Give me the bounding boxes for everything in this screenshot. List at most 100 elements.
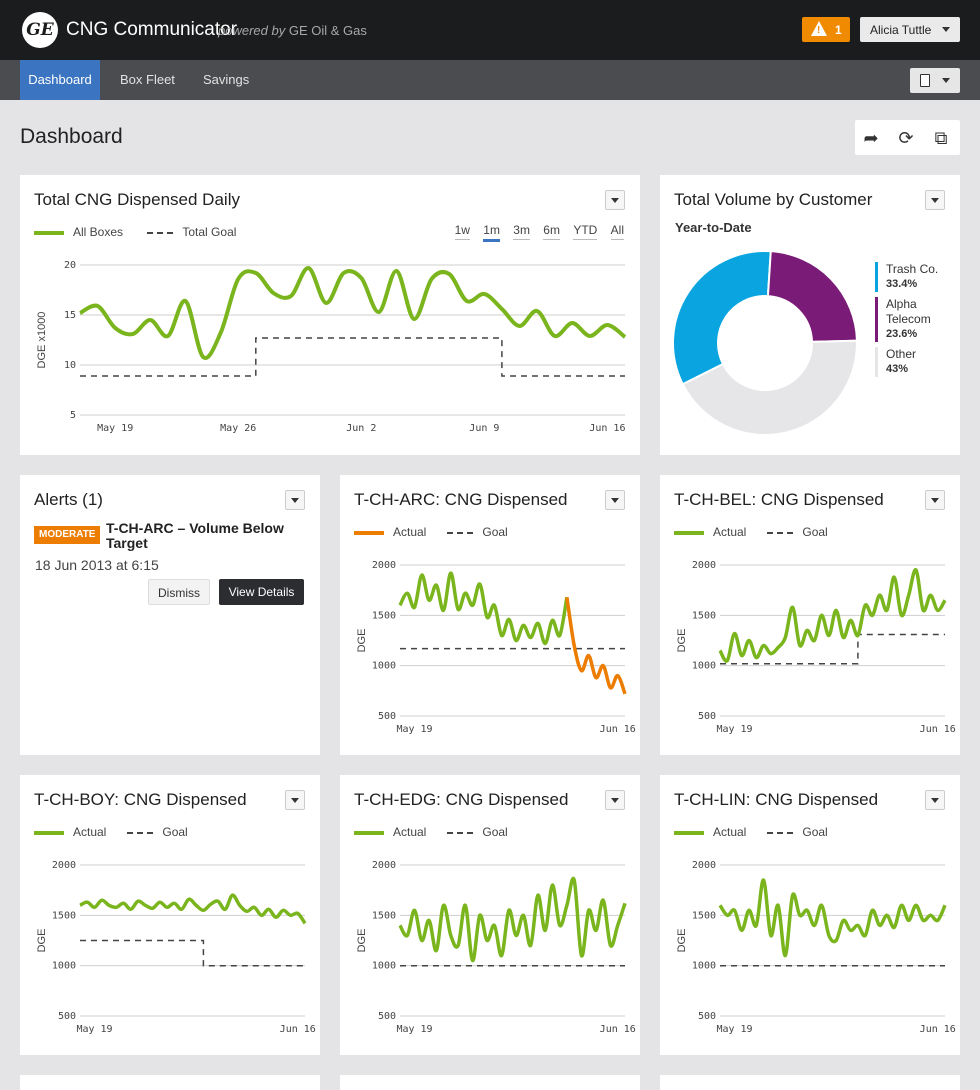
range-3m[interactable]: 3m	[513, 223, 530, 240]
x-tick-label: Jun 16	[589, 423, 625, 434]
nav-item-savings[interactable]: Savings	[203, 72, 250, 87]
panel-title: T-CH-BOY: CNG Dispensed	[34, 790, 247, 809]
panel-menu-button[interactable]	[925, 190, 945, 210]
chevron-down-icon	[611, 798, 619, 803]
panel-menu-button[interactable]	[925, 490, 945, 510]
chevron-down-icon	[942, 78, 950, 83]
x-tick-label: Jun 16	[600, 1024, 636, 1035]
pie-legend-name: Alpha Telecom	[886, 297, 931, 326]
pie-slice	[766, 250, 858, 343]
legend-label-goal: Goal	[482, 525, 508, 539]
alert-message[interactable]: T-CH-ARC – Volume Below Target	[106, 520, 284, 551]
panel-menu-button[interactable]	[605, 490, 625, 510]
user-name: Alicia Tuttle	[870, 23, 932, 37]
legend-label-actual: Actual	[73, 825, 107, 839]
legend-line-goal	[767, 531, 794, 534]
legend-label-actual: Actual	[713, 525, 747, 539]
legend-label-actual: Actual	[393, 825, 427, 839]
actual-line	[718, 568, 947, 663]
x-tick-label: May 19	[97, 423, 133, 434]
pie-legend-pct: 23.6%	[886, 328, 918, 340]
y-tick-label: 2000	[372, 860, 396, 871]
nav-item-dashboard[interactable]: Dashboard	[20, 60, 100, 100]
chart-legend: Actual Goal	[674, 825, 828, 839]
y-tick-label: 1000	[372, 661, 396, 672]
range-6m[interactable]: 6m	[543, 223, 560, 240]
y-tick-label: 5	[70, 410, 76, 421]
panel-title: T-CH-BEL: CNG Dispensed	[674, 490, 884, 509]
alerts-button[interactable]: ! 1	[802, 17, 850, 42]
y-tick-label: 2000	[692, 560, 716, 571]
panel-total-dispensed: 20 15 10 5 May 19 May 26 Jun 2 Jun 9 Jun 16 DGE x…	[20, 175, 640, 455]
range-all[interactable]: All	[610, 223, 624, 240]
panel-box-edg: 2000 1500 1000 500 May 19 Jun 16 DGE T-CH-EDG:…	[340, 775, 640, 1055]
panel-menu-button[interactable]	[285, 790, 305, 810]
range-1w[interactable]: 1w	[454, 223, 470, 240]
pie-legend-name: Other	[886, 347, 917, 361]
y-tick-label: 10	[64, 360, 76, 371]
chevron-down-icon	[611, 198, 619, 203]
chevron-down-icon	[931, 498, 939, 503]
range-ytd[interactable]: YTD	[573, 223, 598, 240]
y-tick-label: 500	[698, 1011, 716, 1022]
goal-line	[80, 337, 625, 377]
actual-line-below-target	[565, 596, 627, 695]
panel-box-lin: 2000 1500 1000 500 May 19 Jun 16 DGE T-CH-LIN:…	[660, 775, 960, 1055]
x-tick-label: Jun 2	[346, 423, 376, 434]
legend-line-goal	[147, 231, 174, 234]
pie-legend-item: Trash Co. 33.4%	[875, 262, 938, 292]
x-tick-label: Jun 16	[600, 724, 636, 735]
y-tick-label: 1000	[692, 961, 716, 972]
y-axis-label: DGE	[356, 629, 368, 653]
legend-label-goal: Goal	[482, 825, 508, 839]
legend-line-actual	[34, 230, 64, 235]
x-tick-label: May 19	[716, 1024, 752, 1035]
x-tick-label: May 26	[220, 423, 256, 434]
y-tick-label: 2000	[692, 860, 716, 871]
legend-label-actual: Actual	[393, 525, 427, 539]
legend-label-actual: Actual	[713, 825, 747, 839]
page-title: Dashboard	[20, 125, 123, 148]
panel-title: Alerts (1)	[34, 490, 103, 509]
y-tick-label: 2000	[372, 560, 396, 571]
legend-line-actual	[674, 530, 704, 535]
legend-label-goal: Total Goal	[182, 225, 237, 239]
popout-window-icon[interactable]: ⧉	[934, 128, 948, 148]
user-menu-button[interactable]: Alicia Tuttle	[860, 17, 960, 42]
legend-label-goal: Goal	[802, 825, 828, 839]
legend-label-goal: Goal	[162, 825, 188, 839]
panel-menu-button[interactable]	[285, 490, 305, 510]
panel-menu-button[interactable]	[605, 790, 625, 810]
panel-menu-button[interactable]	[925, 790, 945, 810]
dismiss-button[interactable]: Dismiss	[148, 579, 210, 605]
export-menu-button[interactable]	[910, 68, 960, 93]
legend-line-goal	[127, 831, 154, 834]
panel-menu-button[interactable]	[605, 190, 625, 210]
actual-line	[79, 893, 307, 925]
ge-logo-icon[interactable]: GE	[22, 12, 58, 48]
x-tick-label: May 19	[716, 724, 752, 735]
app-title: CNG Communicator	[66, 19, 238, 40]
powered-brand: GE Oil & Gas	[288, 23, 367, 38]
goal-line	[720, 633, 945, 665]
legend-label-goal: Goal	[802, 525, 828, 539]
nav-item-box-fleet[interactable]: Box Fleet	[120, 72, 175, 87]
panel-title: T-CH-LIN: CNG Dispensed	[674, 790, 879, 809]
range-1m[interactable]: 1m	[483, 223, 500, 242]
panel-next	[340, 1075, 640, 1090]
view-details-button[interactable]: View Details	[219, 579, 304, 605]
share-icon[interactable]: ➦	[863, 128, 879, 148]
chevron-down-icon	[942, 27, 950, 32]
y-tick-label: 2000	[52, 860, 76, 871]
refresh-icon[interactable]: ⟳	[898, 128, 914, 148]
panel-title: T-CH-EDG: CNG Dispensed	[354, 790, 569, 809]
panel-box-arc: 2000 1500 1000 500 May 19 Jun 16 DGE T-CH-ARC:…	[340, 475, 640, 755]
legend-line-goal	[447, 531, 474, 534]
panel-title: Total Volume by Customer	[674, 190, 873, 209]
page-actions: ➦ ⟳ ⧉	[855, 120, 960, 155]
y-axis-label: DGE	[36, 929, 48, 953]
legend-line-actual	[354, 830, 384, 835]
